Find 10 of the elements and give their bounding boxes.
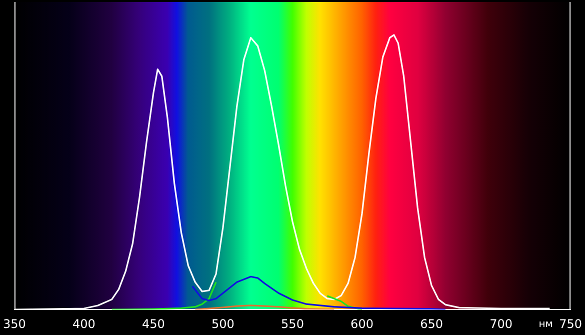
x-axis-title: нм xyxy=(538,319,553,330)
x-tick-label: 350 xyxy=(3,316,26,331)
x-tick-label: 650 xyxy=(420,316,443,331)
x-tick-label: 450 xyxy=(142,316,165,331)
x-tick-label: 500 xyxy=(212,316,234,331)
x-tick-label: 550 xyxy=(281,316,304,331)
x-tick-label: 700 xyxy=(490,316,512,331)
x-tick-label: 750 xyxy=(559,316,582,331)
x-tick-label: 600 xyxy=(350,316,374,331)
x-tick-label: 400 xyxy=(72,316,96,331)
